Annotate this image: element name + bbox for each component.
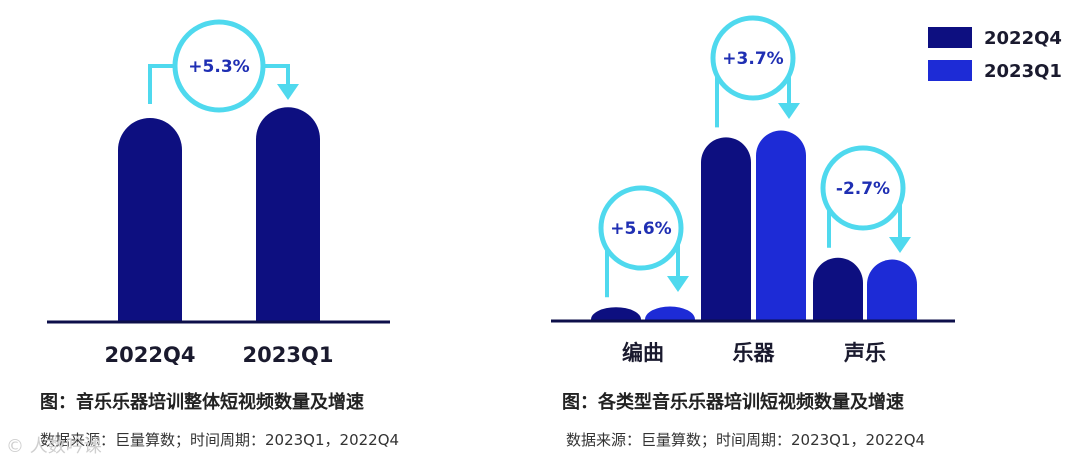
chart2-乐器-arrow-icon xyxy=(778,103,800,119)
chart2-bar-声乐-2022Q4 xyxy=(813,257,863,320)
chart2-category-label: 乐器 xyxy=(733,341,776,365)
chart2-声乐-ring xyxy=(820,145,906,231)
chart1-bar-2022Q4 xyxy=(118,118,182,321)
watermark: © 人数吟课 xyxy=(6,436,102,457)
chart2-source: 数据来源：巨量算数；时间周期：2023Q1，2022Q4 xyxy=(566,431,926,449)
chart1-ring xyxy=(172,19,266,113)
chart2-编曲-growth-label: +5.6% xyxy=(610,219,671,239)
chart1-arrow-icon xyxy=(277,84,299,100)
chart2-编曲-ring xyxy=(598,185,684,271)
chart2-编曲-arrow-icon xyxy=(667,276,689,292)
chart2-bar-声乐-2023Q1 xyxy=(867,259,917,320)
chart2-category-label: 编曲 xyxy=(622,341,664,365)
chart2-bar-乐器-2022Q4 xyxy=(701,137,751,320)
chart2-category-label: 声乐 xyxy=(843,341,886,365)
chart2-声乐-arrow-icon xyxy=(889,237,911,253)
legend-swatch-2022Q4 xyxy=(928,27,972,48)
chart2-bar-编曲-2022Q4 xyxy=(591,307,641,320)
chart2-乐器-ring xyxy=(710,15,796,101)
chart1-connector-left xyxy=(148,64,175,104)
chart2-bar-编曲-2023Q1 xyxy=(645,306,695,320)
chart2-title: 图：各类型音乐乐器培训短视频数量及增速 xyxy=(562,392,904,413)
chart1-growth-label: +5.3% xyxy=(188,57,249,77)
chart2-声乐-growth-label: -2.7% xyxy=(836,179,890,199)
legend-swatch-2023Q1 xyxy=(928,60,972,81)
legend-label-2022Q4: 2022Q4 xyxy=(984,28,1062,49)
chart1-category-label: 2022Q4 xyxy=(105,343,196,367)
chart1-connector-right xyxy=(263,64,290,86)
chart1-source: 数据来源：巨量算数；时间周期：2023Q1，2022Q4 xyxy=(40,431,400,449)
chart2-bar-乐器-2023Q1 xyxy=(756,130,806,320)
chart1-category-label: 2023Q1 xyxy=(243,343,334,367)
chart1-bar-2023Q1 xyxy=(256,107,320,321)
chart1-title: 图：音乐乐器培训整体短视频数量及增速 xyxy=(40,392,364,413)
chart2-乐器-growth-label: +3.7% xyxy=(722,49,783,69)
legend-label-2023Q1: 2023Q1 xyxy=(984,61,1062,82)
